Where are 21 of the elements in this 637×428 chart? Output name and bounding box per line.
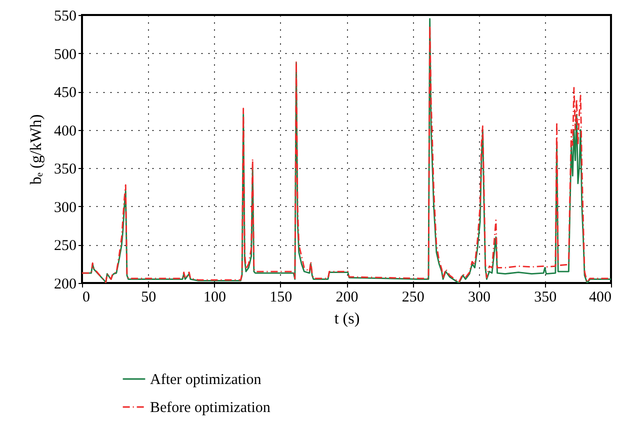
y-tick-label: 450 bbox=[54, 85, 76, 102]
legend-label: After optimization bbox=[150, 372, 262, 388]
x-tick-label: 150 bbox=[270, 290, 292, 306]
x-tick-label: 250 bbox=[402, 290, 424, 306]
x-tick-label: 300 bbox=[468, 290, 490, 306]
y-tick-label: 400 bbox=[54, 123, 76, 140]
x-tick-label: 200 bbox=[336, 290, 358, 306]
x-axis-title: t (s) bbox=[334, 310, 360, 328]
y-tick-label: 250 bbox=[54, 238, 76, 254]
y-tick-label: 550 bbox=[54, 8, 76, 24]
x-tick-label: 50 bbox=[141, 290, 156, 306]
x-tick-label: 100 bbox=[204, 290, 226, 306]
y-tick-label: 350 bbox=[54, 162, 76, 178]
y-tick-label: 500 bbox=[54, 46, 76, 63]
y-tick-label: 200 bbox=[54, 276, 76, 292]
x-tick-label: 400 bbox=[589, 290, 612, 306]
y-axis-title: bₑ (g/kWh) bbox=[28, 114, 45, 185]
y-tick-label: 300 bbox=[54, 200, 76, 216]
x-tick-label: 0 bbox=[82, 290, 90, 306]
legend-label: Before optimization bbox=[150, 400, 271, 416]
x-tick-label: 350 bbox=[534, 290, 557, 306]
